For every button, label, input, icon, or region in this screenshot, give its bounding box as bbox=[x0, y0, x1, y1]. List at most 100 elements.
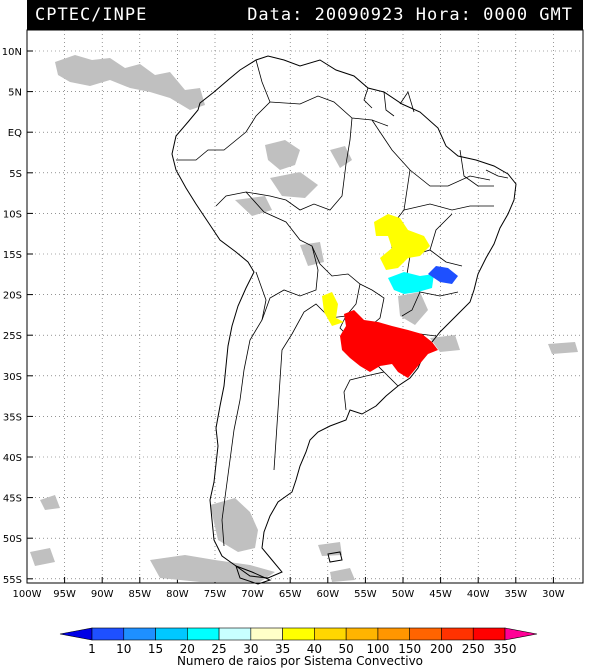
source-label: CPTEC/INPE bbox=[35, 5, 148, 25]
lon-label: 40W bbox=[467, 589, 490, 600]
legend-bin-labels: 1 10 15 20 25 30 35 40 50 100 150 200 250 350 bbox=[88, 642, 516, 656]
border-4 bbox=[245, 191, 385, 329]
latitude-labels: 10N 5N EQ 5S 10S 15S 20S 25S 30S 35S 40S 45S 50S 55S bbox=[2, 47, 22, 586]
legend-swatch bbox=[345, 627, 379, 641]
map-header: CPTEC/INPE Data: 20090923 Hora: 0000 GMT bbox=[27, 0, 583, 30]
lon-label: 45W bbox=[429, 589, 452, 600]
legend-bin-label: 200 bbox=[430, 642, 453, 656]
lon-label: 80W bbox=[166, 589, 189, 600]
border-1 bbox=[176, 59, 271, 161]
legend-swatch bbox=[377, 627, 410, 641]
cloud-patagonia-2 bbox=[150, 555, 275, 582]
legend-swatch bbox=[282, 627, 315, 641]
legend-bin-label: 50 bbox=[339, 642, 354, 656]
system-yellow-center bbox=[374, 214, 430, 270]
system-cyan bbox=[388, 272, 434, 294]
system-yellow-west bbox=[322, 292, 344, 326]
state-borders-i bbox=[459, 149, 494, 187]
legend-swatch bbox=[155, 627, 188, 641]
longitude-labels: 100W 95W 90W 85W 80W 75W 70W 65W 60W 55W 50W 45W 40W… bbox=[13, 589, 565, 600]
cloud-atlantic-1 bbox=[430, 335, 460, 352]
cloud-patagonia-1 bbox=[210, 498, 258, 552]
legend-swatch bbox=[187, 627, 220, 641]
border-9 bbox=[343, 371, 385, 411]
border-5 bbox=[261, 245, 319, 321]
lon-label: 90W bbox=[91, 589, 114, 600]
legend-bin-label: 35 bbox=[275, 642, 290, 656]
legend-swatch bbox=[441, 627, 474, 641]
legend-bin-label: 15 bbox=[148, 642, 163, 656]
lightning-systems bbox=[322, 214, 458, 378]
legend-swatch bbox=[472, 627, 506, 641]
lat-label: 45S bbox=[3, 494, 22, 505]
lon-label: 30W bbox=[542, 589, 565, 600]
legend-swatch bbox=[314, 627, 347, 641]
lat-label: 10S bbox=[3, 209, 22, 220]
lat-label: 15S bbox=[3, 250, 22, 261]
legend-color-bar bbox=[59, 627, 538, 641]
border-3 bbox=[215, 117, 353, 211]
legend-bin-label: 40 bbox=[307, 642, 322, 656]
lat-label: 5S bbox=[9, 169, 22, 180]
coastlines bbox=[171, 55, 517, 585]
lat-label: 40S bbox=[3, 453, 22, 464]
lat-label: 50S bbox=[3, 534, 22, 545]
cloud-atlantic-3 bbox=[30, 548, 55, 566]
lon-label: 60W bbox=[316, 589, 339, 600]
cloud-atlantic-5 bbox=[330, 568, 355, 582]
lat-label: 30S bbox=[3, 372, 22, 383]
legend-title: Numero de raios por Sistema Convectivo bbox=[176, 654, 424, 668]
state-borders-f bbox=[401, 291, 421, 317]
lon-label: 100W bbox=[13, 589, 42, 600]
legend-arrow-right bbox=[504, 627, 538, 641]
date-time-label: Data: 20090923 Hora: 0000 GMT bbox=[247, 5, 573, 25]
border-10 bbox=[221, 271, 267, 547]
cloud-amazon-1 bbox=[265, 140, 300, 170]
legend-swatch bbox=[218, 627, 252, 641]
lon-label: 75W bbox=[204, 589, 227, 600]
legend-bin-label: 25 bbox=[211, 642, 226, 656]
border-13 bbox=[363, 87, 373, 109]
cloud-pacific-1 bbox=[40, 495, 60, 510]
legend-swatch bbox=[123, 627, 156, 641]
legend-bin-label: 1 bbox=[88, 642, 96, 656]
lon-label: 85W bbox=[128, 589, 151, 600]
border-12 bbox=[383, 91, 395, 117]
legend-bin-label: 20 bbox=[180, 642, 195, 656]
lon-label: 50W bbox=[392, 589, 415, 600]
legend-swatch bbox=[409, 627, 442, 641]
state-borders-a bbox=[371, 119, 491, 187]
lat-label: 35S bbox=[3, 412, 22, 423]
south-america-outline bbox=[171, 55, 517, 579]
system-blue bbox=[428, 266, 458, 284]
falklands bbox=[327, 551, 343, 563]
legend-swatch bbox=[250, 627, 283, 641]
lat-label: 10N bbox=[2, 47, 22, 58]
state-borders-c bbox=[403, 203, 494, 211]
system-red bbox=[340, 310, 438, 378]
legend-arrow-left bbox=[59, 627, 93, 641]
lat-label: 5N bbox=[8, 88, 22, 99]
legend-bin-label: 30 bbox=[243, 642, 258, 656]
legend-bin-label: 150 bbox=[398, 642, 421, 656]
tierra-del-fuego bbox=[235, 565, 272, 585]
lon-label: 65W bbox=[279, 589, 302, 600]
lon-label: 70W bbox=[241, 589, 264, 600]
legend-swatch bbox=[91, 627, 125, 641]
legend-bin-label: 10 bbox=[116, 642, 131, 656]
cloud-atlantic-2 bbox=[548, 342, 578, 354]
lat-label: 20S bbox=[3, 291, 22, 302]
lon-label: 35W bbox=[504, 589, 527, 600]
cloud-amazon-2 bbox=[270, 172, 318, 198]
grid-lines bbox=[26, 30, 583, 583]
border-7 bbox=[273, 303, 347, 471]
border-11 bbox=[399, 91, 415, 113]
lat-label: 25S bbox=[3, 331, 22, 342]
cloud-caribbean bbox=[55, 55, 205, 110]
legend-bin-label: 250 bbox=[462, 642, 485, 656]
legend-bin-label: 100 bbox=[366, 642, 389, 656]
state-borders-d bbox=[429, 213, 453, 251]
lon-label: 95W bbox=[53, 589, 76, 600]
lon-label: 55W bbox=[354, 589, 377, 600]
